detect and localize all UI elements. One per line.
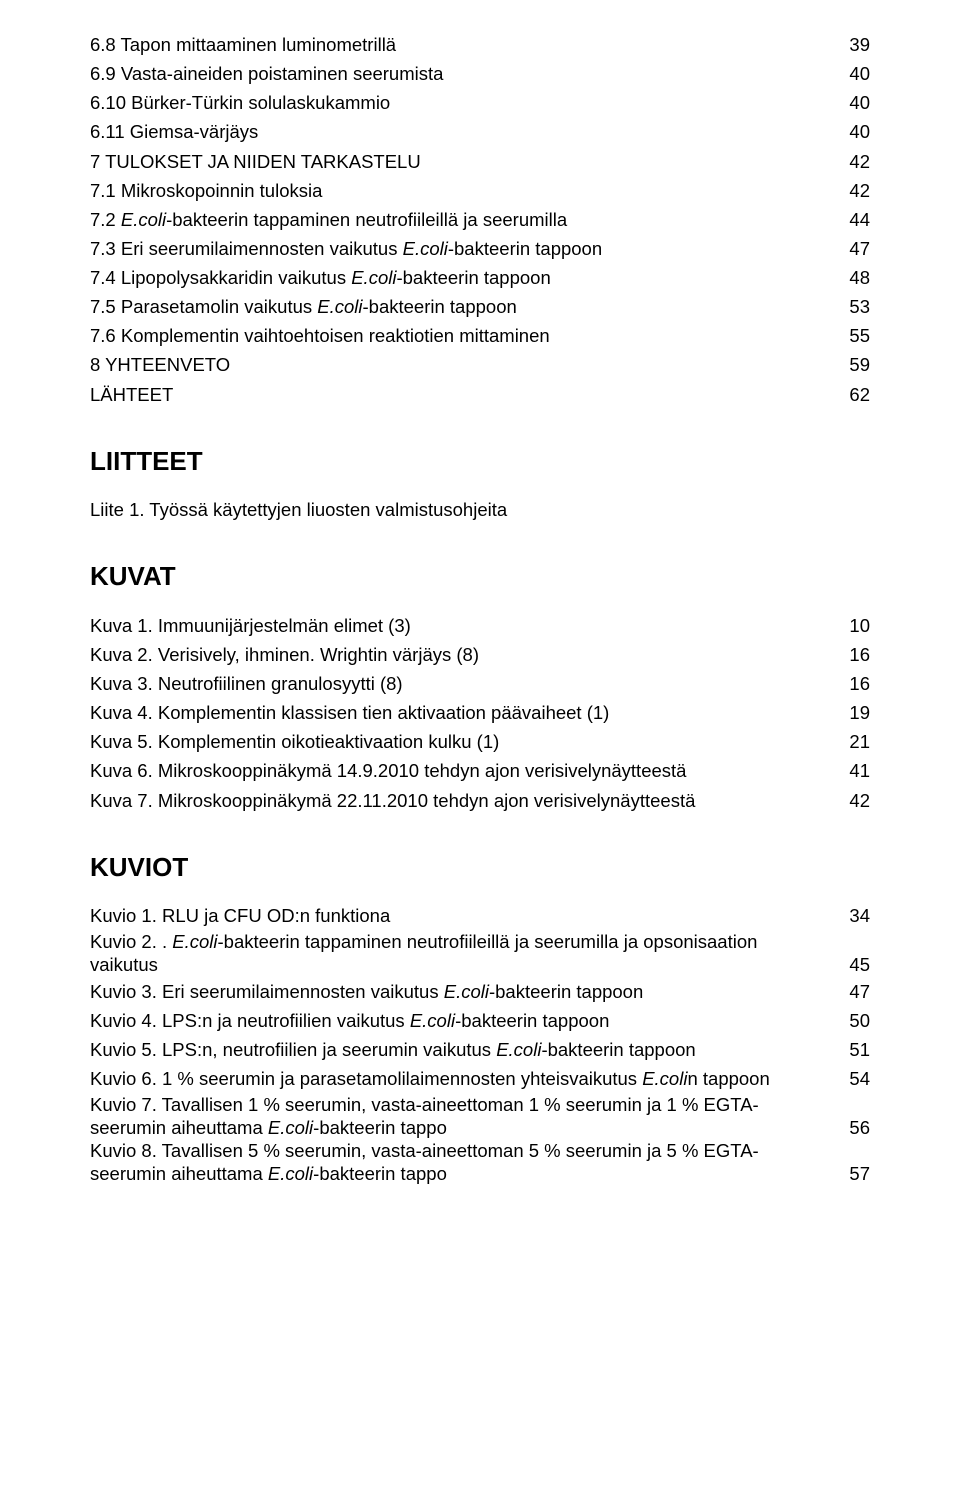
list-item-label: 6.9 Vasta-aineiden poistaminen seerumist… [90,62,840,85]
list-item-label: 6.11 Giemsa-värjäys [90,120,840,143]
list-item-page: 50 [840,1009,870,1032]
list-item: Kuva 1. Immuunijärjestelmän elimet (3)10 [90,611,870,640]
list-item-label: 7.3 Eri seerumilaimennosten vaikutus E.c… [90,237,840,260]
list-item: Kuva 6. Mikroskooppinäkymä 14.9.2010 teh… [90,756,870,785]
list-item-label: 7.6 Komplementin vaihtoehtoisen reaktiot… [90,324,840,347]
list-item: 7.1 Mikroskopoinnin tuloksia42 [90,176,870,205]
list-item-label: 6.8 Tapon mittaaminen luminometrillä [90,33,840,56]
list-item: Liite 1. Työssä käytettyjen liuosten val… [90,495,870,524]
list-item-page: 45 [840,953,870,976]
list-item-page: 57 [840,1162,870,1185]
list-item: 7.4 Lipopolysakkaridin vaikutus E.coli-b… [90,263,870,292]
list-item-page: 55 [840,324,870,347]
section-heading-kuvat: KUVAT [90,560,870,593]
list-item: 6.10 Bürker-Türkin solulaskukammio40 [90,88,870,117]
list-item: Kuvio 1. RLU ja CFU OD:n funktiona34 [90,901,870,930]
list-item-line1: Kuvio 2. . E.coli-bakteerin tappaminen n… [90,930,870,953]
list-item-line1: Kuvio 8. Tavallisen 5 % seerumin, vasta-… [90,1139,870,1162]
list-item-label: 7.4 Lipopolysakkaridin vaikutus E.coli-b… [90,266,840,289]
list-item: 6.8 Tapon mittaaminen luminometrillä39 [90,30,870,59]
list-item: Kuvio 3. Eri seerumilaimennosten vaikutu… [90,977,870,1006]
list-item-label: 6.10 Bürker-Türkin solulaskukammio [90,91,840,114]
list-item: Kuva 7. Mikroskooppinäkymä 22.11.2010 te… [90,786,870,815]
list-item-label: Kuva 6. Mikroskooppinäkymä 14.9.2010 teh… [90,759,840,782]
list-item-line2: seerumin aiheuttama E.coli-bakteerin tap… [90,1162,840,1185]
list-item-page: 42 [840,789,870,812]
list-item-label: Kuva 5. Komplementin oikotieaktivaation … [90,730,840,753]
list-item-page: 48 [840,266,870,289]
list-item-line2: seerumin aiheuttama E.coli-bakteerin tap… [90,1116,840,1139]
kuviot-list: Kuvio 1. RLU ja CFU OD:n funktiona34Kuvi… [90,901,870,1185]
list-item: LÄHTEET62 [90,380,870,409]
list-item-label: 8 YHTEENVETO [90,353,840,376]
list-item: Kuvio 7. Tavallisen 1 % seerumin, vasta-… [90,1093,870,1139]
list-item-page: 47 [840,980,870,1003]
list-item: 7.3 Eri seerumilaimennosten vaikutus E.c… [90,234,870,263]
list-item-page: 40 [840,62,870,85]
list-item-page: 42 [840,150,870,173]
list-item: 7.2 E.coli-bakteerin tappaminen neutrofi… [90,205,870,234]
list-item-label: LÄHTEET [90,383,840,406]
list-item: 7.6 Komplementin vaihtoehtoisen reaktiot… [90,321,870,350]
list-item: Kuvio 6. 1 % seerumin ja parasetamolilai… [90,1064,870,1093]
list-item: Kuva 2. Verisively, ihminen. Wrightin vä… [90,640,870,669]
list-item-page: 10 [840,614,870,637]
list-item-label: 7 TULOKSET JA NIIDEN TARKASTELU [90,150,840,173]
list-item: Kuva 5. Komplementin oikotieaktivaation … [90,727,870,756]
list-item: 7 TULOKSET JA NIIDEN TARKASTELU42 [90,147,870,176]
list-item-label: 7.1 Mikroskopoinnin tuloksia [90,179,840,202]
list-item-page: 56 [840,1116,870,1139]
list-item-label: Kuva 7. Mikroskooppinäkymä 22.11.2010 te… [90,789,840,812]
list-item-page: 34 [840,904,870,927]
list-item: 6.11 Giemsa-värjäys40 [90,117,870,146]
list-item: Kuvio 2. . E.coli-bakteerin tappaminen n… [90,930,870,976]
list-item-label: Kuva 2. Verisively, ihminen. Wrightin vä… [90,643,840,666]
list-item: 6.9 Vasta-aineiden poistaminen seerumist… [90,59,870,88]
list-item: 7.5 Parasetamolin vaikutus E.coli-baktee… [90,292,870,321]
list-item-label: Kuva 3. Neutrofiilinen granulosyytti (8) [90,672,840,695]
list-item-label: Kuvio 1. RLU ja CFU OD:n funktiona [90,904,840,927]
list-item-page: 19 [840,701,870,724]
kuvat-list: Kuva 1. Immuunijärjestelmän elimet (3)10… [90,611,870,815]
list-item: Kuvio 8. Tavallisen 5 % seerumin, vasta-… [90,1139,870,1185]
list-item-label: Kuvio 3. Eri seerumilaimennosten vaikutu… [90,980,840,1003]
list-item-page: 51 [840,1038,870,1061]
list-item-label: 7.2 E.coli-bakteerin tappaminen neutrofi… [90,208,840,231]
list-item-label: 7.5 Parasetamolin vaikutus E.coli-baktee… [90,295,840,318]
liite-list: Liite 1. Työssä käytettyjen liuosten val… [90,495,870,524]
list-item-page: 59 [840,353,870,376]
list-item-page: 53 [840,295,870,318]
list-item-page: 40 [840,91,870,114]
list-item-page: 21 [840,730,870,753]
list-item-page: 16 [840,643,870,666]
list-item-label: Kuvio 4. LPS:n ja neutrofiilien vaikutus… [90,1009,840,1032]
list-item: 8 YHTEENVETO59 [90,350,870,379]
list-item-page: 62 [840,383,870,406]
list-item-page: 44 [840,208,870,231]
list-item-label: Kuva 4. Komplementin klassisen tien akti… [90,701,840,724]
list-item-page: 54 [840,1067,870,1090]
list-item-label: Kuva 1. Immuunijärjestelmän elimet (3) [90,614,840,637]
list-item: Kuva 4. Komplementin klassisen tien akti… [90,698,870,727]
section-heading-liitteet: LIITTEET [90,445,870,478]
list-item-line1: Kuvio 7. Tavallisen 1 % seerumin, vasta-… [90,1093,870,1116]
list-item-page: 41 [840,759,870,782]
list-item-page: 16 [840,672,870,695]
section-heading-kuviot: KUVIOT [90,851,870,884]
list-item: Kuvio 4. LPS:n ja neutrofiilien vaikutus… [90,1006,870,1035]
list-item-label: Liite 1. Työssä käytettyjen liuosten val… [90,498,840,521]
list-item-page: 40 [840,120,870,143]
list-item-page: 42 [840,179,870,202]
list-item-label: Kuvio 5. LPS:n, neutrofiilien ja seerumi… [90,1038,840,1061]
table-of-contents: 6.8 Tapon mittaaminen luminometrillä396.… [90,30,870,409]
list-item: Kuvio 5. LPS:n, neutrofiilien ja seerumi… [90,1035,870,1064]
list-item-page: 39 [840,33,870,56]
list-item-page: 47 [840,237,870,260]
list-item-label: Kuvio 6. 1 % seerumin ja parasetamolilai… [90,1067,840,1090]
list-item: Kuva 3. Neutrofiilinen granulosyytti (8)… [90,669,870,698]
list-item-line2: vaikutus [90,953,840,976]
